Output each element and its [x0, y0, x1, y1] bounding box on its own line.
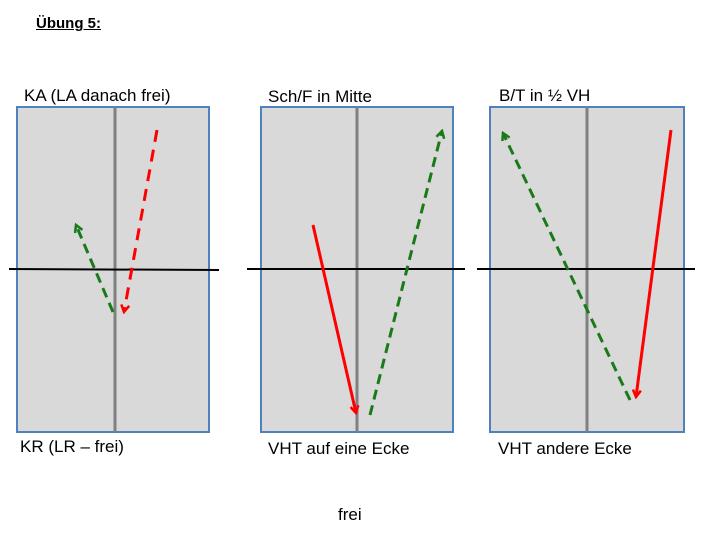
- red-solid-arrow: [636, 129, 673, 397]
- green-dashed-arrow: [368, 131, 442, 416]
- footer-label: frei: [338, 505, 362, 524]
- panel-1: [8, 106, 220, 433]
- panel-3-bottom-label: VHT andere Ecke: [498, 439, 632, 458]
- panel-1-bottom-label: KR (LR – frei): [20, 437, 124, 456]
- green-dashed-arrow: [503, 133, 632, 401]
- horizontal-line: [8, 268, 220, 271]
- exercise-title: Übung 5:: [36, 15, 101, 32]
- red-dashed-arrow: [124, 129, 159, 312]
- red-solid-arrow: [311, 224, 356, 413]
- panel-2-bottom-label: VHT auf eine Ecke: [268, 439, 410, 458]
- panel-2-top-label: Sch/F in Mitte: [268, 87, 372, 106]
- panel-1-top-label: KA (LA danach frei): [24, 86, 171, 105]
- panel-2: [247, 106, 465, 433]
- panel-3-top-label: B/T in ½ VH: [499, 86, 591, 105]
- panel-3: [477, 106, 695, 433]
